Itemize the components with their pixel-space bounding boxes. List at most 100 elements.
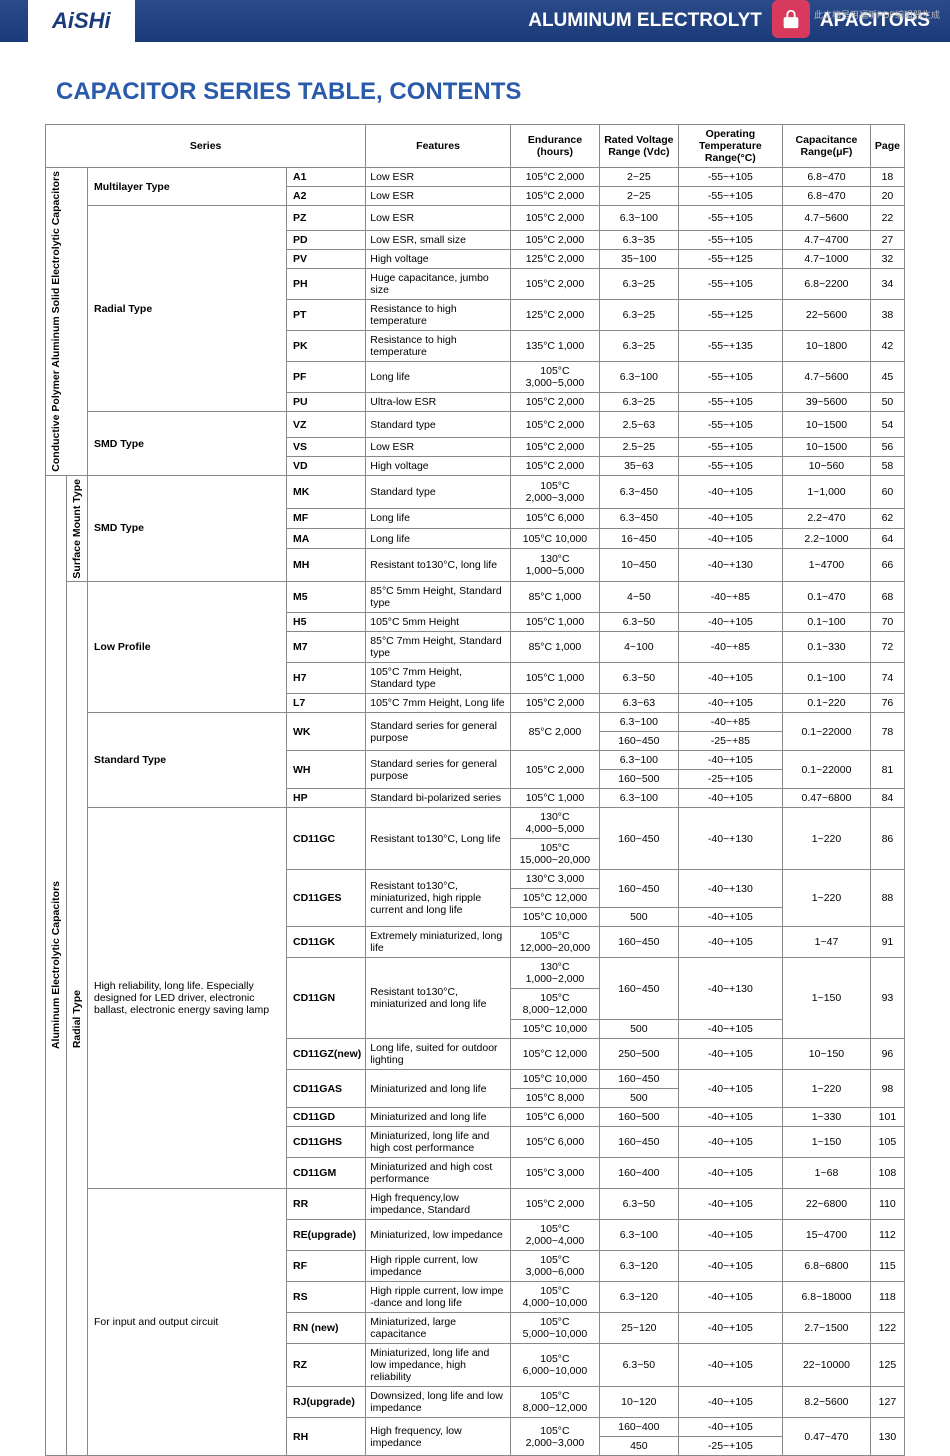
- table-cell: Miniaturized and long life: [366, 1070, 511, 1108]
- table-cell: -55~+105: [678, 187, 783, 206]
- table-cell: -40~+130: [678, 549, 783, 582]
- table-cell: 4.7~5600: [783, 206, 871, 231]
- group-label: Aluminum Electrolytic Capacitors: [46, 475, 67, 1456]
- table-cell: 54: [870, 412, 904, 437]
- table-cell: -55~+105: [678, 269, 783, 300]
- table-cell: 160~450: [600, 870, 679, 908]
- brand-logo: AiSHi: [28, 0, 135, 42]
- table-cell: VD: [287, 456, 366, 475]
- table-cell: -55~+105: [678, 456, 783, 475]
- table-cell: -40~+105: [678, 1344, 783, 1387]
- table-cell: -55~+125: [678, 300, 783, 331]
- table-row: Conductive Polymer Aluminum Solid Electr…: [46, 168, 905, 187]
- table-cell: 500: [600, 908, 679, 927]
- table-cell: 6.8~470: [783, 187, 871, 206]
- table-cell: 0.1~220: [783, 694, 871, 713]
- table-cell: Resistance to high temperature: [366, 300, 511, 331]
- table-cell: 35~100: [600, 250, 679, 269]
- table-cell: 160~450: [600, 1127, 679, 1158]
- table-cell: 91: [870, 927, 904, 958]
- table-cell: CD11GES: [287, 870, 366, 927]
- table-cell: -55~+105: [678, 168, 783, 187]
- table-cell: PT: [287, 300, 366, 331]
- table-cell: 86: [870, 808, 904, 870]
- table-row: Radial TypePZLow ESR105°C 2,0006.3~100-5…: [46, 206, 905, 231]
- table-cell: 135°C 1,000: [510, 331, 599, 362]
- table-cell: 4.7~5600: [783, 362, 871, 393]
- table-cell: 6.3~25: [600, 331, 679, 362]
- type-cell: Multilayer Type: [88, 168, 287, 206]
- table-cell: 160~400: [600, 1158, 679, 1189]
- table-cell: 105°C 2,000: [510, 694, 599, 713]
- table-cell: 1~220: [783, 1070, 871, 1108]
- table-cell: CD11GK: [287, 927, 366, 958]
- table-cell: Huge capacitance, jumbo size: [366, 269, 511, 300]
- table-cell: -40~+105: [678, 1282, 783, 1313]
- table-cell: 85°C 1,000: [510, 632, 599, 663]
- table-cell: 105°C 2,000: [510, 412, 599, 437]
- table-cell: 500: [600, 1089, 679, 1108]
- table-cell: VS: [287, 437, 366, 456]
- table-cell: 70: [870, 613, 904, 632]
- table-cell: High voltage: [366, 456, 511, 475]
- table-cell: A2: [287, 187, 366, 206]
- table-cell: 450: [600, 1437, 679, 1456]
- type-cell: Low Profile: [88, 582, 287, 713]
- table-cell: 50: [870, 393, 904, 412]
- table-cell: -40~+85: [678, 582, 783, 613]
- table-cell: 105°C 2,000: [510, 393, 599, 412]
- table-cell: 10~560: [783, 456, 871, 475]
- table-cell: -40~+105: [678, 1127, 783, 1158]
- table-cell: 160~500: [600, 1108, 679, 1127]
- table-row: For input and output circuitRRHigh frequ…: [46, 1189, 905, 1220]
- table-cell: -40~+105: [678, 927, 783, 958]
- table-cell: -40~+105: [678, 613, 783, 632]
- table-cell: 1~47: [783, 927, 871, 958]
- table-cell: 6.3~100: [600, 206, 679, 231]
- table-cell: 105°C 5,000~10,000: [510, 1313, 599, 1344]
- table-cell: 101: [870, 1108, 904, 1127]
- table-cell: -40~+105: [678, 1387, 783, 1418]
- table-cell: 105°C 6,000: [510, 508, 599, 528]
- table-cell: RE(upgrade): [287, 1220, 366, 1251]
- table-cell: 6.8~470: [783, 168, 871, 187]
- table-cell: 6.3~100: [600, 751, 679, 770]
- table-cell: -55~+105: [678, 437, 783, 456]
- table-cell: High ripple current, low impe -dance and…: [366, 1282, 511, 1313]
- table-cell: -25~+105: [678, 770, 783, 789]
- table-cell: 4.7~1000: [783, 250, 871, 269]
- table-cell: 66: [870, 549, 904, 582]
- table-cell: Standard bi-polarized series: [366, 789, 511, 808]
- table-cell: 10~1500: [783, 412, 871, 437]
- table-cell: -40~+85: [678, 713, 783, 732]
- col-series: Series: [46, 125, 366, 168]
- table-cell: 25~120: [600, 1313, 679, 1344]
- table-cell: -55~+105: [678, 206, 783, 231]
- table-cell: 16~450: [600, 528, 679, 548]
- table-cell: 105°C 5mm Height: [366, 613, 511, 632]
- table-cell: 38: [870, 300, 904, 331]
- table-cell: 1~220: [783, 808, 871, 870]
- type-cell: Radial Type: [88, 206, 287, 412]
- lock-icon: [772, 0, 810, 38]
- table-cell: Miniaturized and long life: [366, 1108, 511, 1127]
- table-cell: 6.8~18000: [783, 1282, 871, 1313]
- table-cell: -40~+105: [678, 475, 783, 508]
- table-cell: Standard series for general purpose: [366, 751, 511, 789]
- sub-group-label: Radial Type: [67, 582, 88, 1456]
- table-cell: -25~+105: [678, 1437, 783, 1456]
- table-cell: PF: [287, 362, 366, 393]
- table-cell: RS: [287, 1282, 366, 1313]
- table-cell: 98: [870, 1070, 904, 1108]
- table-cell: -40~+105: [678, 1220, 783, 1251]
- table-cell: 72: [870, 632, 904, 663]
- table-cell: 105°C 10,000: [510, 1020, 599, 1039]
- table-cell: 6.8~2200: [783, 269, 871, 300]
- table-cell: -40~+105: [678, 789, 783, 808]
- table-cell: 6.3~120: [600, 1251, 679, 1282]
- table-cell: 160~450: [600, 927, 679, 958]
- table-cell: Resistant to130°C, long life: [366, 549, 511, 582]
- table-cell: 105°C 3,000~5,000: [510, 362, 599, 393]
- table-cell: -40~+105: [678, 751, 783, 770]
- table-cell: 81: [870, 751, 904, 789]
